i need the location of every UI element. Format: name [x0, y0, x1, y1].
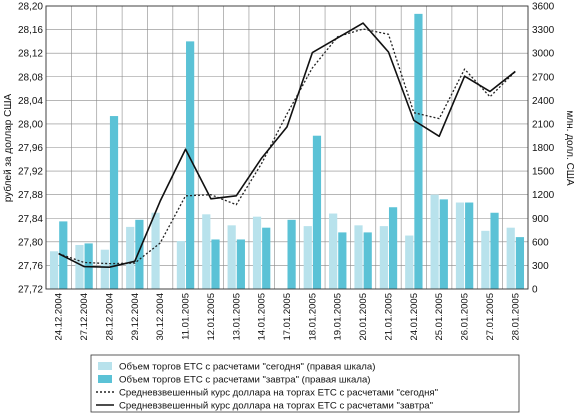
- legend-entry: Средневзвешенный курс доллара на торгах …: [119, 401, 433, 412]
- x-tick-label: 27.01.2005: [485, 293, 496, 341]
- bar-today: [49, 251, 59, 289]
- left-tick-label: 27,76: [18, 261, 43, 272]
- line-rate-tomorrow: [58, 22, 516, 268]
- right-tick-label: 1200: [532, 190, 555, 201]
- bar-today: [227, 225, 236, 289]
- bar-today: [354, 225, 363, 289]
- bar-tomorrow: [186, 41, 195, 289]
- bar-today: [151, 212, 160, 289]
- x-tick-label: 25.01.2005: [434, 293, 445, 341]
- left-tick-label: 28,16: [18, 25, 43, 36]
- legend: Объем торгов ЕТС с расчетами "сегодня" (…: [90, 354, 520, 413]
- bar-today: [100, 249, 109, 289]
- bar-tomorrow: [515, 237, 525, 289]
- line-layer: [58, 22, 516, 268]
- right-tick-label: 3000: [532, 49, 555, 60]
- bar-today: [379, 226, 388, 289]
- x-tick-label: 28.12.2004: [104, 293, 115, 341]
- left-tick-label: 27,92: [18, 167, 43, 178]
- bar-today: [430, 194, 439, 289]
- bar-layer: [49, 13, 525, 289]
- left-tick-label: 28,00: [18, 119, 43, 130]
- left-tick-label: 27,84: [18, 214, 43, 225]
- bar-tomorrow: [135, 219, 144, 289]
- right-tick-label: 2100: [532, 119, 555, 130]
- right-tick-label: 0: [532, 285, 538, 296]
- legend-frame: [90, 354, 520, 413]
- bar-tomorrow: [109, 116, 119, 289]
- bar-today: [303, 226, 312, 289]
- right-tick-label: 3300: [532, 25, 555, 36]
- legend-entry: Объем торгов ЕТС с расчетами "сегодня" (…: [119, 362, 375, 373]
- left-tick-label: 27,72: [18, 285, 43, 296]
- x-tick-label: 11.01.2005: [181, 293, 192, 340]
- bar-today: [506, 227, 515, 289]
- x-tick-label: 24.12.2004: [54, 293, 65, 341]
- bar-today: [481, 230, 490, 289]
- plot-frame: [45, 5, 529, 290]
- left-axis-label: рублей за доллар США: [2, 94, 14, 203]
- line-rate-today: [58, 28, 516, 265]
- left-tick-label: 28,04: [18, 96, 43, 107]
- x-tick-label: 18.01.2005: [307, 293, 318, 341]
- grid-layer: [45, 5, 529, 290]
- right-axis-label: млн. долл. США: [564, 110, 575, 186]
- right-tick-label: 1800: [532, 143, 555, 154]
- x-tick-label: 26.01.2005: [460, 293, 471, 341]
- x-tick-label: 19.01.2005: [333, 293, 344, 341]
- x-tick-label: 28.01.2005: [510, 293, 521, 341]
- x-tick-label: 14.01.2005: [257, 293, 268, 341]
- bar-tomorrow: [490, 212, 499, 289]
- bar-today: [126, 226, 135, 289]
- bar-tomorrow: [388, 207, 398, 289]
- x-tick-label: 29.12.2004: [130, 293, 141, 341]
- right-tick-label: 300: [532, 261, 549, 272]
- left-tick-label: 28,08: [18, 72, 43, 83]
- right-tick-label: 3600: [532, 2, 555, 13]
- right-tick-label: 2700: [532, 72, 555, 83]
- x-tick-label: 30.12.2004: [155, 293, 166, 341]
- bar-tomorrow: [465, 202, 474, 289]
- x-tick-label: 13.01.2005: [231, 293, 242, 341]
- x-tick-label: 21.01.2005: [383, 293, 394, 341]
- bar-tomorrow: [287, 219, 296, 289]
- legend-swatch: [98, 362, 112, 370]
- bar-today: [202, 214, 211, 289]
- bar-today: [176, 241, 186, 289]
- x-tick-label: 12.01.2005: [206, 293, 217, 341]
- bar-today: [75, 244, 84, 289]
- x-tick-label: 20.01.2005: [358, 293, 369, 341]
- x-tick-label: 24.01.2005: [409, 293, 420, 341]
- bar-tomorrow: [262, 227, 271, 289]
- bar-tomorrow: [211, 239, 220, 289]
- left-tick-label: 27,88: [18, 190, 43, 201]
- right-tick-label: 600: [532, 237, 549, 248]
- legend-entry: Объем торгов ЕТС с расчетами "завтра" (п…: [119, 375, 370, 386]
- bar-tomorrow: [414, 13, 423, 289]
- bar-today: [329, 213, 338, 289]
- x-tick-label: 27.12.2004: [79, 293, 90, 341]
- bar-today: [405, 235, 414, 289]
- bar-tomorrow: [236, 239, 245, 289]
- right-tick-label: 900: [532, 214, 549, 225]
- x-tick-label: 17.01.2005: [282, 293, 293, 341]
- bar-tomorrow: [312, 135, 322, 289]
- right-tick-label: 2400: [532, 96, 555, 107]
- bar-tomorrow: [338, 232, 347, 289]
- legend-swatch: [98, 375, 112, 383]
- right-tick-label: 1500: [532, 167, 555, 178]
- left-tick-label: 27,80: [18, 237, 43, 248]
- left-tick-label: 28,12: [18, 49, 43, 60]
- legend-entry: Средневзвешенный курс доллара на торгах …: [119, 388, 438, 399]
- bar-tomorrow: [363, 232, 372, 289]
- bar-tomorrow: [439, 199, 448, 289]
- bar-today: [455, 202, 465, 289]
- bar-today: [252, 216, 262, 289]
- axis-layer: 27,72 0 27,76 300 27,80 600 27,84 900 27,88 1200 2…: [18, 2, 555, 341]
- left-tick-label: 28,20: [18, 2, 43, 13]
- left-tick-label: 27,96: [18, 143, 43, 154]
